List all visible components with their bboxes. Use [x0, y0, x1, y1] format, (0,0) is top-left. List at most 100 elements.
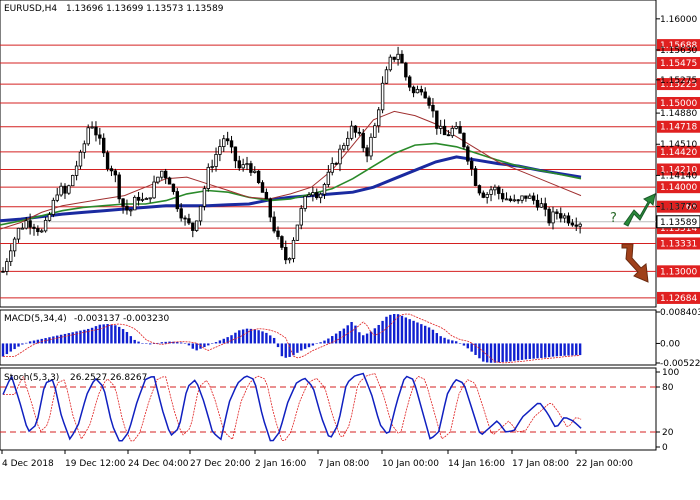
macd-bar [114, 325, 117, 344]
candle-body [365, 147, 369, 157]
macd-bar [129, 336, 133, 344]
macd-bar [36, 339, 40, 344]
macd-bar [451, 340, 454, 344]
macd-bar [63, 333, 67, 344]
candle-body [198, 205, 203, 222]
stochastic-panel: Stoch(5,3,3) 26.2527 26.8267 100 80 20 0 [0, 367, 679, 453]
candle-body [86, 127, 90, 145]
macd-bar [292, 343, 295, 356]
macd-bar [280, 343, 284, 357]
level-label: 1.14420 [660, 148, 697, 158]
macd-bar [485, 343, 489, 363]
candle-body [361, 132, 365, 149]
macd-bar [547, 343, 551, 358]
macd-bar [567, 343, 570, 356]
macd-bar [478, 343, 481, 359]
macd-bar [94, 326, 98, 344]
candle-body [481, 192, 485, 198]
macd-bar [32, 340, 36, 344]
candle-body [477, 185, 482, 194]
candle-body [20, 227, 25, 230]
stoch-title: Stoch(5,3,3) [4, 373, 59, 383]
candle-body [318, 193, 323, 199]
macd-bar [234, 332, 237, 344]
candle-body [284, 246, 288, 261]
macd-bar [145, 343, 148, 344]
macd-bar [311, 343, 315, 346]
candle-body [497, 186, 501, 194]
macd-signal-line [3, 313, 581, 364]
candle-body [206, 166, 210, 189]
candle-body [291, 239, 296, 259]
down-arrow-icon [621, 243, 649, 283]
candle-body [334, 162, 338, 165]
candle-body [531, 195, 536, 201]
macd-bar [106, 324, 109, 344]
candle-body [369, 136, 373, 157]
candle-body [5, 261, 9, 272]
candle-body [214, 154, 218, 167]
time-tick-label: 17 Jan 08:00 [512, 459, 569, 469]
time-tick-label: 4 Dec 2018 [2, 459, 54, 469]
macd-bar [102, 324, 105, 344]
macd-bar [222, 338, 225, 344]
candle-body [431, 104, 435, 112]
candle-body [485, 194, 489, 198]
macd-bar [71, 332, 74, 344]
candle-body [535, 199, 540, 208]
macd-bar [284, 343, 287, 358]
price-tick-label: 1.13770 [660, 203, 697, 213]
macd-bar [25, 342, 28, 344]
candle-body [377, 109, 381, 127]
price-tick-label: 1.15630 [660, 46, 697, 56]
macd-bar [79, 330, 82, 344]
macd-bar [377, 324, 380, 344]
candle-body [528, 195, 532, 199]
candle-body [59, 185, 63, 196]
macd-bar [1, 343, 5, 357]
macd-bar [59, 334, 63, 344]
macd-bar [21, 343, 24, 345]
macd-bar [67, 333, 71, 344]
macd-bar [261, 331, 264, 344]
candle-body [458, 126, 462, 134]
level-label: 1.14718 [660, 123, 697, 133]
macd-bar [9, 343, 12, 352]
macd-bar [110, 324, 113, 344]
macd-bar [420, 324, 423, 344]
candle-body [373, 125, 377, 138]
macd-bar [412, 320, 415, 344]
level-label-bg [657, 237, 700, 250]
macd-bar [207, 343, 210, 346]
candle-body [303, 195, 307, 209]
candle-body [175, 191, 179, 210]
candle-body [113, 170, 118, 176]
macd-bar [156, 342, 160, 344]
candle-body [454, 126, 458, 129]
candle-body [380, 82, 385, 111]
price-title: EURUSD,H4 [4, 4, 57, 14]
candle-body [342, 145, 346, 150]
macd-bar [303, 343, 307, 349]
candle-body [210, 166, 214, 168]
candle-body [32, 226, 36, 229]
macd-tick-label: 0.008403 [660, 308, 700, 318]
candle-body [466, 146, 470, 162]
candle-body [90, 126, 94, 129]
candle-body [109, 168, 114, 172]
candle-body [450, 127, 455, 137]
macd-bar [524, 343, 528, 360]
candle-body [299, 208, 303, 226]
macd-bar [226, 337, 229, 344]
level-label: 1.15475 [660, 59, 697, 69]
candle-body [411, 86, 416, 94]
candle-body [539, 203, 544, 208]
candle-body [28, 220, 32, 228]
macd-bar [160, 342, 164, 344]
macd-bar [315, 343, 318, 344]
macd-bar [354, 325, 357, 344]
level-label: 1.13514 [660, 224, 697, 234]
macd-bar [137, 341, 140, 344]
macd-bar [307, 343, 311, 348]
macd-bar [435, 333, 439, 344]
